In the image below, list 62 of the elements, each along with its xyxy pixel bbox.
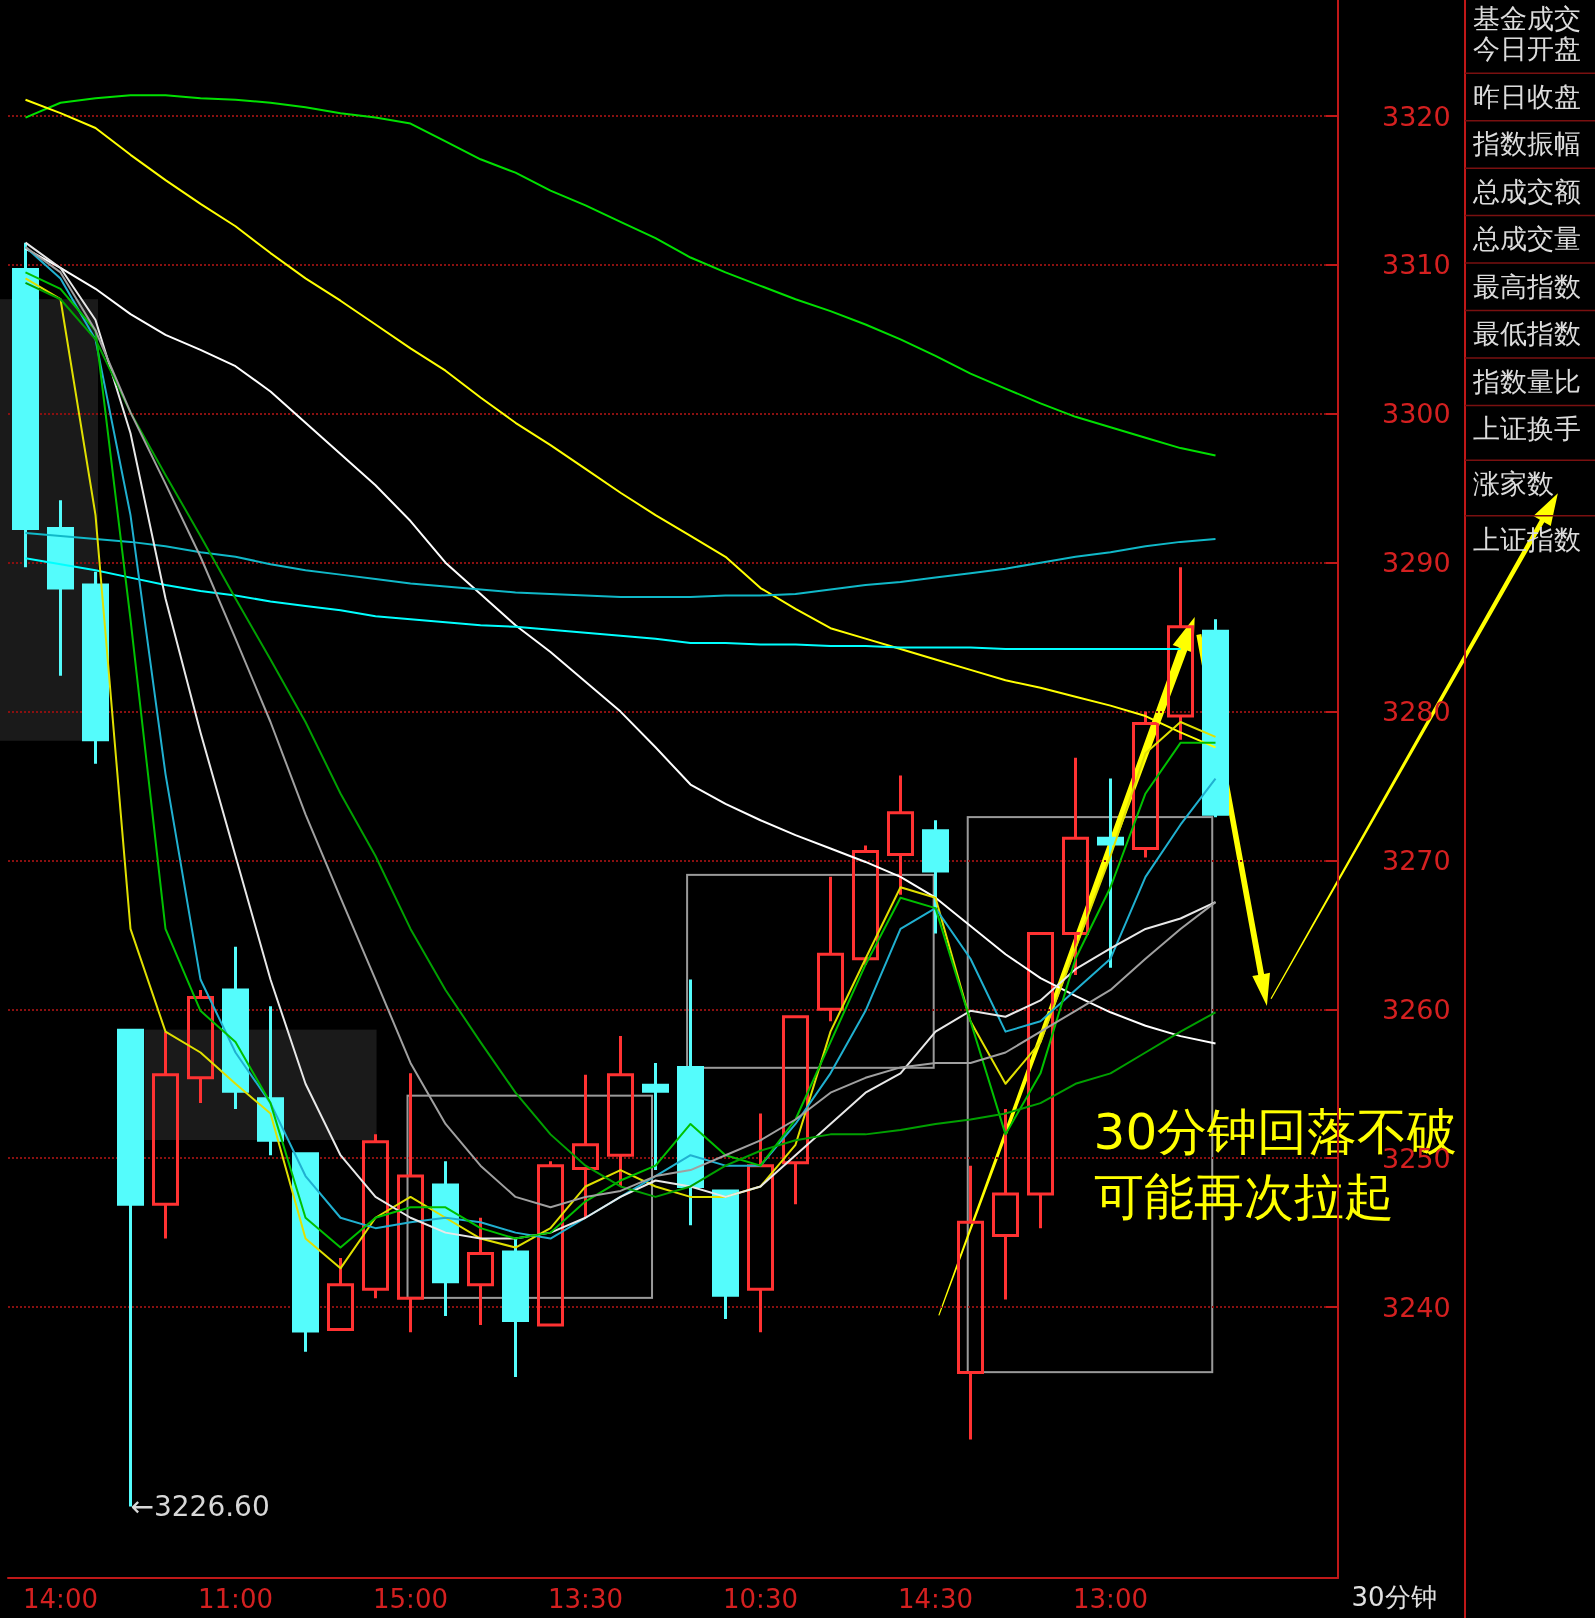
text: 指数振幅: [1473, 127, 1582, 162]
x-tick-label: 10:30: [723, 1584, 798, 1614]
candlestick: [12, 242, 39, 568]
candlestick: [1097, 778, 1124, 968]
x-tick-label: 15:00: [373, 1584, 448, 1614]
line-series: [24, 557, 1182, 651]
candlestick: [502, 1238, 529, 1378]
x-tick-label: 14:30: [898, 1584, 973, 1614]
text: 指数量比: [1473, 364, 1582, 399]
candlestick: [817, 876, 844, 1022]
candlestick: [47, 500, 74, 676]
candlestick: [607, 1036, 634, 1187]
candlestick: [1132, 711, 1159, 858]
text: 最高指数: [1473, 269, 1582, 304]
line-series: [24, 98, 1217, 749]
text: 最低指数: [1473, 317, 1582, 352]
x-tick-label: 13:00: [1073, 1584, 1148, 1614]
annotation: ←3226.60: [130, 1490, 270, 1524]
line-series: [24, 531, 1217, 598]
candlestick: [782, 1015, 809, 1205]
y-tick-label: 3310: [1382, 249, 1451, 281]
text: 总成交量: [1473, 222, 1582, 257]
candlestick: [152, 1031, 179, 1239]
text: 昨日收盘: [1473, 80, 1582, 114]
candlestick: [747, 1113, 774, 1333]
candlestick: [222, 946, 249, 1110]
text: 总成交额: [1473, 174, 1582, 209]
candlestick: [922, 820, 949, 934]
candlestick: [1202, 619, 1229, 818]
candlestick: [572, 1074, 599, 1218]
y-tick-label: 3270: [1382, 844, 1451, 876]
candlestick: [992, 1109, 1019, 1300]
candlestick: [537, 1161, 564, 1327]
line-series: [24, 247, 1217, 1045]
candlestick: [887, 775, 914, 895]
text: 30分钟: [1351, 1582, 1437, 1613]
candlestick: [642, 1062, 669, 1171]
text: 涨家数: [1473, 466, 1555, 501]
x-tick-label: 14:00: [23, 1584, 98, 1614]
y-tick-label: 3240: [1382, 1291, 1451, 1323]
y-tick-label: 3300: [1382, 398, 1451, 430]
candlestick: [432, 1161, 459, 1316]
candlestick: [397, 1073, 424, 1333]
candlestick: [1062, 757, 1089, 976]
candlestick: [327, 1257, 354, 1331]
line-series: [24, 94, 1217, 457]
candlestick: [82, 571, 109, 764]
candlestick: [712, 1189, 739, 1319]
candlestick: [467, 1217, 494, 1325]
candlestick: [1027, 931, 1054, 1229]
candlestick: [187, 989, 214, 1104]
x-tick-label: 11:00: [198, 1584, 273, 1614]
candlestick: [362, 1134, 389, 1299]
y-tick-label: 3260: [1382, 993, 1451, 1025]
x-tick-label: 13:30: [548, 1584, 623, 1614]
candlestick: [292, 1152, 319, 1352]
y-tick-label: 3290: [1382, 547, 1451, 579]
candlestick: [957, 1165, 984, 1440]
candlestick: [677, 979, 704, 1226]
candlestick: [1167, 567, 1194, 740]
y-tick-label: 3320: [1382, 100, 1451, 132]
text: 上证换手: [1473, 412, 1582, 447]
